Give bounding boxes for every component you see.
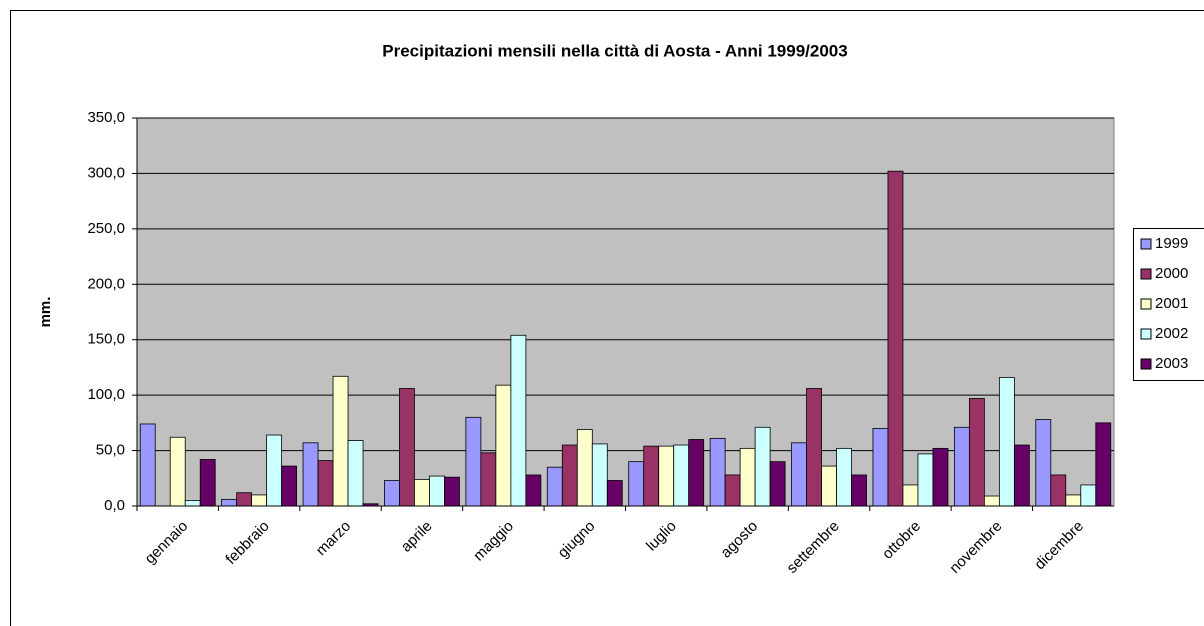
bar bbox=[236, 492, 253, 507]
bar bbox=[1080, 484, 1097, 507]
y-tick-label: 0,0 bbox=[104, 497, 125, 514]
bar bbox=[1095, 422, 1112, 507]
bar bbox=[465, 416, 482, 507]
bar bbox=[628, 461, 645, 507]
y-tick-label: 300,0 bbox=[87, 164, 125, 181]
legend-label: 2001 bbox=[1155, 295, 1188, 312]
bar bbox=[643, 445, 660, 507]
legend-label: 1999 bbox=[1155, 235, 1188, 252]
bar bbox=[495, 384, 512, 507]
y-tick-label: 100,0 bbox=[87, 386, 125, 403]
bar bbox=[510, 334, 527, 507]
bar bbox=[546, 466, 563, 507]
bar bbox=[983, 495, 1000, 507]
bar bbox=[384, 480, 400, 507]
y-tick-label: 250,0 bbox=[87, 220, 125, 237]
bar bbox=[606, 480, 623, 507]
bar bbox=[769, 461, 786, 507]
y-tick-label: 200,0 bbox=[87, 275, 125, 292]
legend-swatch bbox=[1140, 268, 1152, 280]
bar bbox=[347, 440, 364, 507]
bar bbox=[525, 474, 542, 507]
bar bbox=[953, 426, 970, 507]
chart-title: Precipitazioni mensili nella città di Ao… bbox=[382, 41, 847, 60]
bar bbox=[688, 439, 705, 507]
bar bbox=[739, 447, 756, 507]
legend-swatch bbox=[1140, 358, 1152, 370]
bar bbox=[724, 474, 741, 507]
bar bbox=[658, 445, 675, 507]
bar bbox=[399, 388, 415, 507]
bar bbox=[317, 460, 334, 507]
y-tick-label: 150,0 bbox=[87, 331, 125, 348]
bar bbox=[791, 442, 807, 507]
bar bbox=[1050, 474, 1067, 507]
bar bbox=[902, 484, 919, 507]
bar bbox=[480, 452, 497, 507]
bar bbox=[1013, 444, 1030, 507]
bar bbox=[414, 478, 430, 507]
bar bbox=[576, 429, 593, 507]
bar bbox=[139, 423, 156, 507]
legend-label: 2003 bbox=[1155, 355, 1188, 372]
bar bbox=[887, 170, 904, 507]
bar bbox=[199, 459, 216, 507]
bar bbox=[251, 494, 268, 507]
bar bbox=[561, 444, 578, 507]
bar bbox=[221, 498, 238, 507]
bar bbox=[806, 388, 822, 507]
bar bbox=[444, 476, 460, 507]
bar bbox=[821, 465, 837, 507]
bar bbox=[302, 442, 319, 507]
bar bbox=[332, 375, 349, 507]
bar bbox=[968, 398, 985, 507]
bar bbox=[184, 500, 201, 507]
plot-area bbox=[136, 117, 1115, 507]
bar bbox=[998, 377, 1015, 507]
bar bbox=[1065, 494, 1082, 507]
bar bbox=[266, 434, 283, 507]
y-tick-label: 350,0 bbox=[87, 109, 125, 126]
legend-label: 2000 bbox=[1155, 265, 1188, 282]
bar bbox=[851, 474, 867, 507]
legend-swatch bbox=[1140, 328, 1152, 340]
bar bbox=[932, 447, 949, 507]
legend-label: 2002 bbox=[1155, 325, 1188, 342]
bar bbox=[169, 436, 186, 507]
bar bbox=[836, 447, 852, 507]
bar bbox=[754, 426, 771, 507]
bar bbox=[281, 465, 298, 507]
bar bbox=[709, 437, 726, 507]
y-tick-label: 50,0 bbox=[96, 442, 125, 459]
bar bbox=[872, 427, 889, 507]
bar bbox=[917, 453, 934, 507]
bar bbox=[591, 443, 608, 507]
legend-swatch bbox=[1140, 238, 1152, 250]
bar bbox=[429, 475, 445, 507]
bar bbox=[673, 444, 690, 507]
bar bbox=[1035, 419, 1052, 507]
legend-swatch bbox=[1140, 298, 1152, 310]
y-axis-title: mm. bbox=[37, 297, 54, 328]
